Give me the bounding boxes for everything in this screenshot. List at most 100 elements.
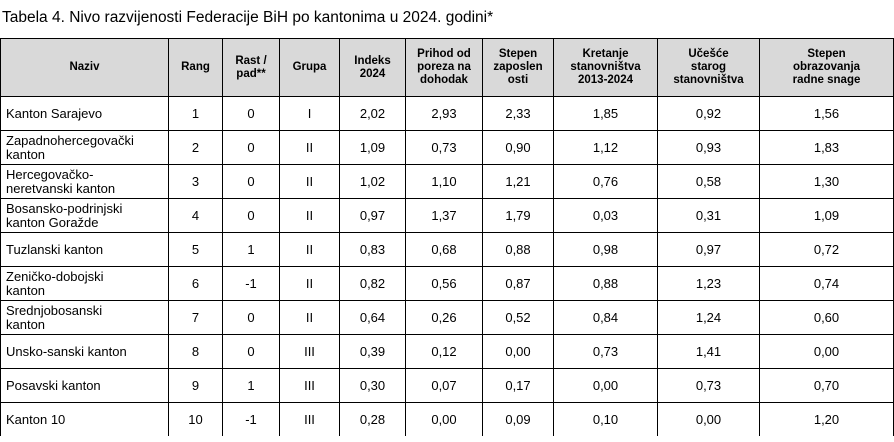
- canton-name-line: Hercegovačko-: [6, 166, 94, 182]
- header-line: obrazovanja: [792, 61, 861, 73]
- table-row: Srednjobosanski kanton 7 0 II 0,64 0,26 0,52 0,8…: [0, 300, 894, 335]
- header-line: 2024: [359, 67, 386, 80]
- stepen-obrazovanja-cell: 0,72: [759, 232, 894, 267]
- table-caption: Tabela 4. Nivo razvijenosti Federacije B…: [2, 9, 494, 26]
- kretanje-stanovnistva-cell: 1,12: [553, 130, 658, 165]
- grupa-cell: II: [279, 164, 340, 199]
- header-line: Stepen: [498, 48, 538, 60]
- header-line: 2013-2024: [578, 74, 633, 86]
- canton-name-cell: Posavski kanton: [0, 368, 169, 403]
- canton-name-cell: Hercegovačko-neretvanski kanton: [0, 164, 169, 199]
- header-line: zaposlen: [493, 61, 543, 73]
- indeks-2024-cell: 0,97: [339, 198, 406, 233]
- canton-name-cell: Srednjobosanski kanton: [0, 300, 169, 335]
- table-row: Zeničko-dobojski kanton 6 -1 II 0,82 0,56 0,87 0…: [0, 266, 894, 301]
- column-header-stepen-obrazovanja: Stepen obrazovanja radne snage: [759, 38, 894, 97]
- kretanje-stanovnistva-cell: 0,10: [553, 402, 658, 436]
- rast-pad-cell: 0: [222, 130, 280, 165]
- kretanje-stanovnistva-cell: 0,84: [553, 300, 658, 335]
- grupa-cell: I: [279, 96, 340, 131]
- header-line: Prihod od: [417, 48, 471, 60]
- rang-cell: 9: [168, 368, 223, 403]
- canton-name-line: Posavski kanton: [6, 377, 101, 393]
- header-line: starog: [690, 61, 727, 73]
- prihod-od-poreza-cell: 0,26: [405, 300, 483, 335]
- stepen-zaposlenosti-cell: 1,21: [482, 164, 554, 199]
- grupa-cell: II: [279, 300, 340, 335]
- indeks-2024-cell: 0,82: [339, 266, 406, 301]
- stepen-zaposlenosti-cell: 0,87: [482, 266, 554, 301]
- rast-pad-cell: 0: [222, 164, 280, 199]
- canton-name-line: kanton: [6, 282, 46, 298]
- rang-cell: 1: [168, 96, 223, 131]
- prihod-od-poreza-cell: 1,37: [405, 198, 483, 233]
- canton-name-line: neretvanski kanton: [6, 180, 116, 196]
- grupa-cell: II: [279, 198, 340, 233]
- header-line: Stepen: [807, 48, 846, 60]
- canton-name-line: Unsko-sanski kanton: [6, 343, 127, 359]
- stepen-obrazovanja-cell: 1,09: [759, 198, 894, 233]
- canton-name-cell: Zeničko-dobojski kanton: [0, 266, 169, 301]
- indeks-2024-cell: 0,30: [339, 368, 406, 403]
- prihod-od-poreza-cell: 2,93: [405, 96, 483, 131]
- ucesce-starog-stanovnistva-cell: 0,00: [657, 402, 760, 436]
- prihod-od-poreza-cell: 0,68: [405, 232, 483, 267]
- stepen-obrazovanja-cell: 1,83: [759, 130, 894, 165]
- canton-name-line: Srednjobosanski: [6, 302, 103, 318]
- indeks-2024-cell: 1,02: [339, 164, 406, 199]
- header-line: Naziv: [69, 61, 100, 73]
- canton-name-line: Zapadnohercegovački: [6, 132, 134, 148]
- header-line: Učešće: [688, 48, 729, 60]
- prihod-od-poreza-cell: 0,73: [405, 130, 483, 165]
- canton-name-line: Kanton 10: [6, 411, 66, 427]
- ucesce-starog-stanovnistva-cell: 0,31: [657, 198, 760, 233]
- column-header-naziv: Naziv: [0, 38, 169, 97]
- kretanje-stanovnistva-cell: 0,98: [553, 232, 658, 267]
- canton-name-cell: Unsko-sanski kanton: [0, 334, 169, 369]
- header-line: Rang: [181, 61, 210, 73]
- grupa-cell: II: [279, 130, 340, 165]
- rang-cell: 5: [168, 232, 223, 267]
- kretanje-stanovnistva-cell: 0,03: [553, 198, 658, 233]
- header-line: osti: [507, 74, 529, 86]
- header-line: radne snage: [792, 74, 861, 86]
- canton-name-cell: Tuzlanski kanton: [0, 232, 169, 267]
- canton-development-table: Naziv Rang Rast / pad** Grupa Indeks 2024 Priho…: [0, 38, 894, 436]
- ucesce-starog-stanovnistva-cell: 0,73: [657, 368, 760, 403]
- canton-name-line: Zeničko-dobojski: [6, 268, 104, 284]
- rang-cell: 8: [168, 334, 223, 369]
- kretanje-stanovnistva-cell: 0,73: [553, 334, 658, 369]
- prihod-od-poreza-cell: 0,00: [405, 402, 483, 436]
- canton-name-cell: Zapadnohercegovački kanton: [0, 130, 169, 165]
- column-header-rast-pad: Rast / pad**: [222, 38, 280, 97]
- ucesce-starog-stanovnistva-cell: 0,93: [657, 130, 760, 165]
- canton-name-line: Kanton Sarajevo: [6, 105, 103, 121]
- table-body: Kanton Sarajevo 1 0 I 2,02 2,93 2,33 1,85 0,92 1,…: [0, 96, 894, 436]
- ucesce-starog-stanovnistva-cell: 1,41: [657, 334, 760, 369]
- indeks-2024-cell: 1,09: [339, 130, 406, 165]
- indeks-2024-cell: 0,28: [339, 402, 406, 436]
- header-line: stanovništva: [673, 74, 744, 86]
- indeks-2024-cell: 0,83: [339, 232, 406, 267]
- column-header-indeks-2024: Indeks 2024: [339, 38, 406, 97]
- rast-pad-cell: 0: [222, 300, 280, 335]
- stepen-zaposlenosti-cell: 0,52: [482, 300, 554, 335]
- column-header-stepen-zaposlenosti: Stepen zaposlen osti: [482, 38, 554, 97]
- grupa-cell: III: [279, 402, 340, 436]
- table-row: Bosansko-podrinjski kanton Goražde 4 0 II 0,9…: [0, 198, 894, 233]
- header-line: Rast /: [235, 54, 267, 67]
- header-line: pad**: [236, 67, 266, 80]
- rast-pad-cell: 0: [222, 96, 280, 131]
- stepen-obrazovanja-cell: 0,60: [759, 300, 894, 335]
- prihod-od-poreza-cell: 0,07: [405, 368, 483, 403]
- canton-name-line: kanton Goražde: [6, 214, 99, 230]
- header-row: Naziv Rang Rast / pad** Grupa Indeks 2024 Priho…: [0, 38, 894, 97]
- stepen-zaposlenosti-cell: 0,88: [482, 232, 554, 267]
- rang-cell: 6: [168, 266, 223, 301]
- ucesce-starog-stanovnistva-cell: 1,24: [657, 300, 760, 335]
- grupa-cell: III: [279, 368, 340, 403]
- header-line: Grupa: [292, 61, 327, 73]
- kretanje-stanovnistva-cell: 0,88: [553, 266, 658, 301]
- header-line: poreza na: [417, 61, 471, 73]
- stepen-zaposlenosti-cell: 2,33: [482, 96, 554, 131]
